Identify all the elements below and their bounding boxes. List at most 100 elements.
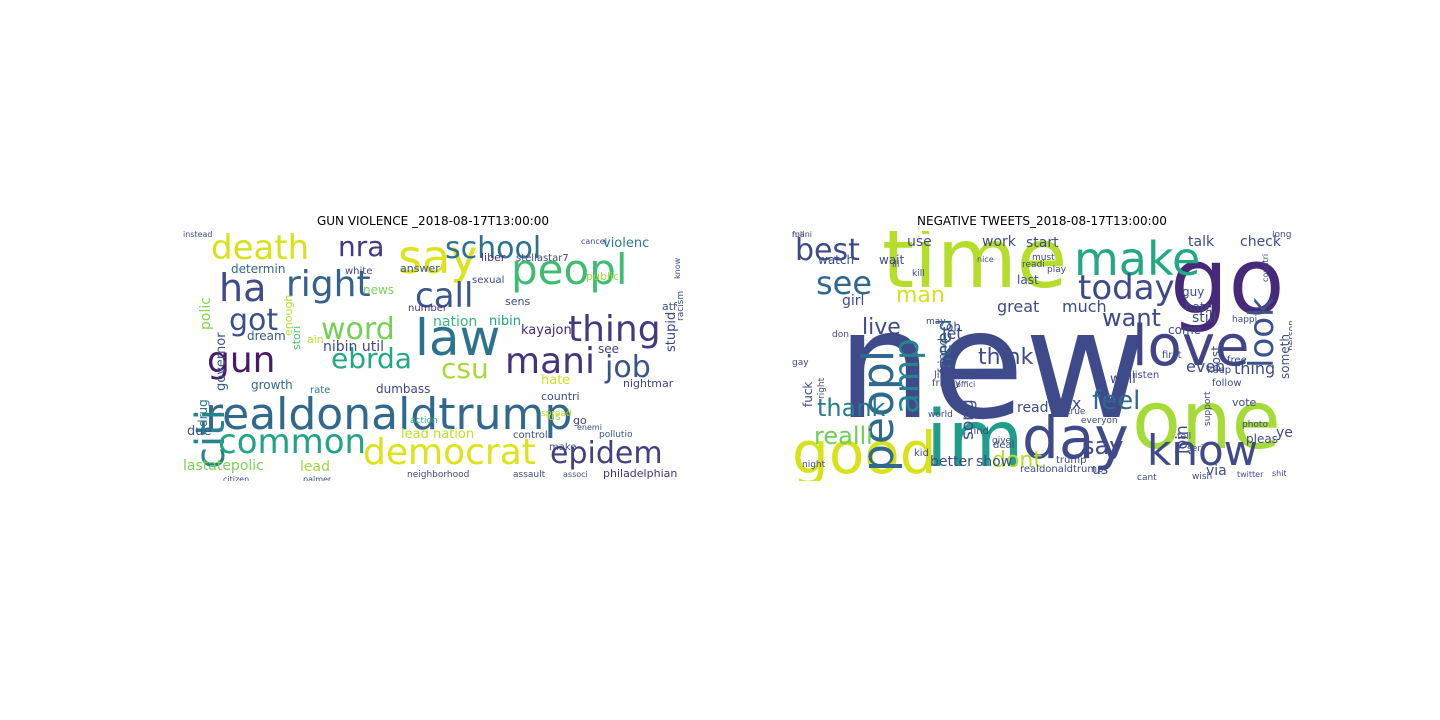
gun-violence-word: dream	[247, 329, 286, 343]
negative-tweets-word: talk	[1188, 234, 1215, 250]
negative-tweets-word: shit	[1272, 469, 1287, 478]
gun-violence-word: nibin util	[323, 339, 385, 355]
gun-violence-word: stellastar7	[516, 253, 569, 264]
negative-tweets-word: come	[1168, 323, 1202, 337]
negative-tweets-word: readi	[1022, 260, 1045, 270]
negative-tweets-word: oh	[946, 320, 961, 334]
negative-tweets-word: live	[862, 315, 901, 340]
gun-violence-word: ain	[307, 333, 324, 346]
negative-tweets-word: use	[907, 234, 932, 250]
gun-violence-word: make	[549, 442, 577, 453]
negative-tweets-word: countri	[1261, 253, 1270, 282]
gun-violence-word: nra	[338, 231, 385, 263]
negative-tweets-word: know	[1147, 426, 1258, 475]
word-cloud-negative-tweets: new one time go im good peopl day love know make am…	[792, 231, 1292, 481]
negative-tweets-word: world	[928, 410, 953, 420]
negative-tweets-word: realli	[814, 422, 873, 450]
negative-tweets-word: wait	[879, 253, 905, 267]
panel-title-gun-violence: GUN VIOLENCE _2018-08-17T13:00:00	[316, 214, 550, 228]
panel-title-negative-tweets: NEGATIVE TWEETS_2018-08-17T13:00:00	[917, 214, 1167, 228]
gun-violence-word: sexual	[472, 275, 505, 286]
negative-tweets-word: better	[930, 454, 973, 470]
negative-tweets-word: thing	[1234, 359, 1276, 378]
negative-tweets-word: give	[992, 436, 1012, 446]
negative-tweets-word: tell	[1177, 432, 1192, 442]
negative-tweets-word: show	[976, 454, 1013, 470]
gun-violence-word: action	[410, 416, 438, 426]
negative-tweets-word: long	[1272, 231, 1292, 240]
gun-violence-word: answer	[400, 262, 440, 275]
negative-tweets-word: hate	[1185, 300, 1213, 314]
gun-violence-word: realdonaldtrump	[205, 389, 573, 440]
negative-tweets-word: amp	[887, 338, 927, 415]
gun-violence-word: death	[211, 231, 310, 268]
negative-tweets-word: trump	[1056, 455, 1087, 466]
negative-tweets-word: sex	[1054, 394, 1082, 413]
gun-violence-word: cancel	[581, 237, 607, 246]
gun-violence-word: countri	[541, 390, 580, 403]
negative-tweets-word: guy	[1182, 285, 1205, 299]
negative-tweets-word: life	[934, 370, 950, 381]
negative-tweets-word: play	[1047, 265, 1067, 275]
negative-tweets-word: still	[1192, 310, 1217, 326]
negative-tweets-word: us	[1092, 462, 1109, 478]
gun-violence-word: growth	[251, 378, 293, 392]
negative-tweets-word: start	[1026, 235, 1059, 251]
gun-violence-word: philadelphian	[603, 467, 678, 480]
gun-violence-word: assault	[513, 470, 546, 480]
negative-tweets-word: deal	[993, 440, 1015, 451]
gun-violence-word: atf	[662, 300, 677, 313]
gun-violence-word: ebrda	[331, 342, 412, 375]
negative-tweets-word: gay	[792, 358, 809, 368]
gun-violence-word: due	[187, 424, 212, 439]
gun-violence-word: news	[363, 283, 395, 297]
gun-violence-word: thing	[568, 309, 661, 350]
negative-tweets-word: ill	[892, 260, 900, 270]
negative-tweets-word: first	[1162, 350, 1182, 361]
negative-tweets-word: today	[1078, 268, 1175, 308]
gun-violence-word: rate	[310, 385, 331, 396]
negative-tweets-word: time	[882, 231, 1068, 307]
negative-tweets-word: may	[926, 317, 946, 327]
negative-tweets-word: offici	[956, 380, 976, 389]
negative-tweets-word: want	[1102, 304, 1161, 332]
negative-tweets-word: see	[816, 264, 873, 302]
gun-violence-word: go	[573, 414, 587, 427]
negative-tweets-word: even	[1186, 357, 1226, 376]
gun-violence-word: number	[408, 303, 448, 314]
gun-violence-word: control	[513, 430, 548, 441]
gun-violence-word: liber	[481, 251, 506, 264]
negative-tweets-word: well	[1110, 372, 1136, 387]
negative-tweets-word: kill	[912, 269, 925, 279]
negative-tweets-word: everyon	[1081, 416, 1118, 426]
gun-violence-word: drug	[196, 399, 210, 428]
negative-tweets-word: day	[1022, 404, 1129, 472]
gun-violence-word: enemi	[577, 423, 602, 432]
negative-tweets-word: let	[942, 324, 963, 343]
negative-tweets-word: new	[837, 279, 1148, 453]
gun-violence-word: neighborhood	[407, 470, 470, 480]
negative-tweets-word: much	[1062, 297, 1107, 316]
gun-violence-word: governor	[214, 332, 229, 392]
negative-tweets-word: thank	[817, 394, 886, 422]
gun-violence-word: job	[605, 350, 651, 385]
negative-tweets-word: feel	[1092, 386, 1141, 416]
negative-tweets-word: happi	[1232, 315, 1258, 325]
gun-violence-word: kayajon	[521, 323, 572, 338]
negative-tweets-word: twitter	[1237, 470, 1264, 479]
gun-violence-word: nibin	[489, 314, 521, 329]
negative-tweets-word: must	[1032, 253, 1055, 263]
negative-tweets-word: year	[1276, 425, 1292, 441]
gun-violence-word: lead nation	[401, 427, 475, 442]
negative-tweets-word: free	[1227, 355, 1247, 366]
gun-violence-word: pollutio	[599, 430, 633, 440]
gun-violence-word: lastatepolic	[183, 458, 264, 474]
negative-tweets-word: full	[792, 231, 805, 239]
gun-violence-word: know	[673, 257, 682, 279]
negative-tweets-word: read	[1017, 400, 1049, 416]
gun-violence-word: right	[286, 264, 371, 305]
negative-tweets-word: follow	[1212, 378, 1242, 389]
negative-tweets-word: wish	[1192, 472, 1213, 482]
gun-violence-word: gun	[207, 340, 276, 381]
negative-tweets-word: great	[997, 297, 1040, 316]
